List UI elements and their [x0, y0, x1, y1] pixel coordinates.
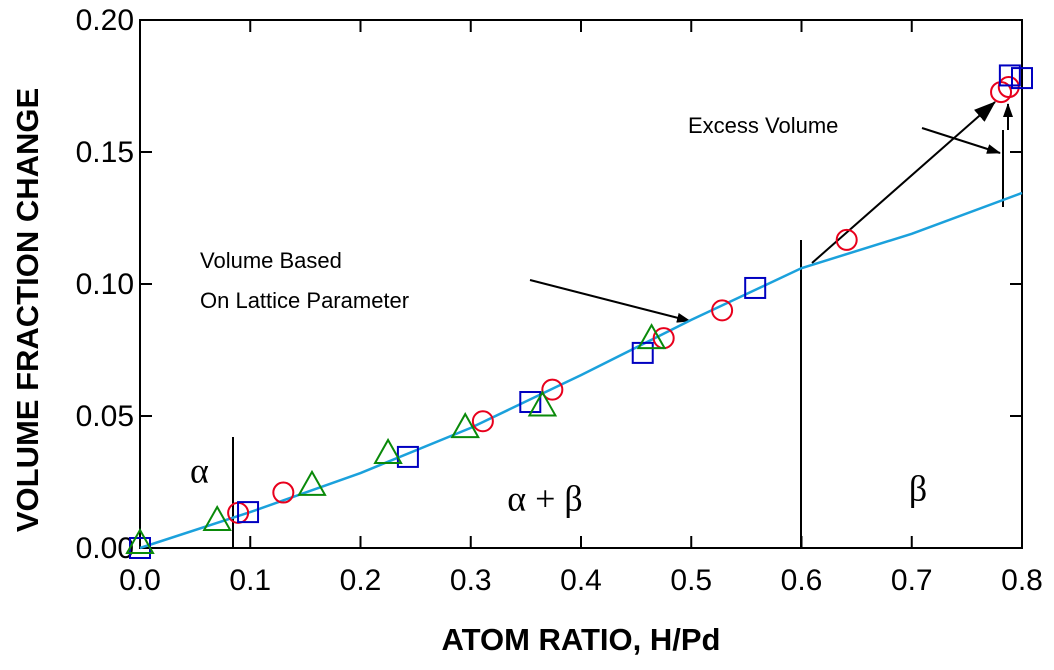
- triangle-marker: [125, 527, 155, 554]
- square-marker: [1011, 67, 1033, 90]
- triangle-marker: [527, 390, 558, 417]
- circle-marker: [711, 299, 734, 322]
- y-tick-label: 0.00: [76, 532, 134, 565]
- y-tick-label: 0.20: [76, 4, 134, 37]
- arrow: [921, 127, 1001, 154]
- y-tick-label: 0.05: [76, 400, 134, 433]
- square-marker: [631, 341, 654, 364]
- circle-marker: [541, 378, 564, 401]
- annotation: α: [190, 450, 209, 490]
- fit-line: [139, 191, 1023, 550]
- square-marker: [237, 501, 260, 524]
- triangle-marker: [297, 469, 327, 496]
- circle-marker: [272, 481, 295, 504]
- circle-marker: [835, 228, 858, 251]
- arrow: [811, 101, 996, 264]
- triangle-marker: [636, 323, 667, 350]
- triangle-marker: [450, 412, 480, 439]
- y-tick-label: 0.15: [76, 136, 134, 169]
- annotation: Volume Based: [200, 248, 342, 273]
- annotation: Excess Volume: [688, 113, 838, 138]
- square-marker: [998, 64, 1021, 87]
- circle-marker: [997, 76, 1020, 99]
- x-tick-label: 0.6: [781, 564, 823, 597]
- square-marker: [744, 276, 767, 299]
- x-axis-title: ATOM RATIO, H/Pd: [442, 622, 721, 657]
- x-tick-label: 0.8: [1001, 564, 1043, 597]
- x-tick-label: 0.0: [119, 564, 161, 597]
- triangle-marker: [373, 437, 403, 464]
- x-tick-label: 0.1: [229, 564, 271, 597]
- x-tick-label: 0.5: [670, 564, 712, 597]
- triangle-marker: [202, 504, 232, 532]
- annotation: On Lattice Parameter: [200, 288, 409, 313]
- annotation: β: [909, 468, 927, 508]
- x-tick-label: 0.4: [560, 564, 602, 597]
- y-tick-label: 0.10: [76, 268, 134, 301]
- plot-frame: [139, 19, 1023, 549]
- x-tick-label: 0.3: [450, 564, 492, 597]
- annotation: α + β: [507, 478, 582, 518]
- circle-marker: [471, 410, 494, 433]
- arrow: [529, 279, 691, 323]
- x-tick-label: 0.2: [340, 564, 382, 597]
- x-tick-label: 0.7: [891, 564, 933, 597]
- y-axis-title: VOLUME FRACTION CHANGE: [10, 88, 45, 532]
